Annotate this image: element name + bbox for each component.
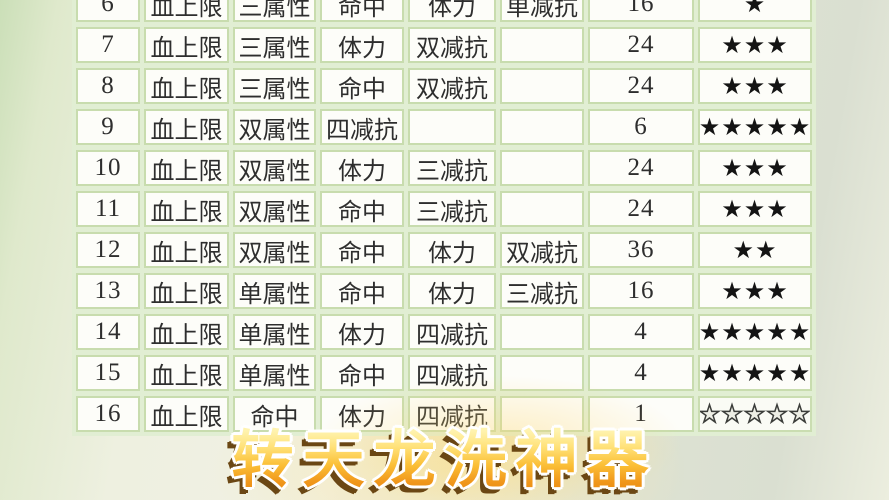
attribute-cell: 命中 xyxy=(320,191,404,227)
count-cell: 4 xyxy=(588,355,694,391)
attribute-cell xyxy=(500,150,584,186)
attribute-cell: 命中 xyxy=(233,396,316,432)
attribute-cell xyxy=(500,109,584,145)
attribute-cell: 命中 xyxy=(320,232,404,268)
table-grid: 6 血上限 三属性 命中 体力 单减抗 16 ★ 7 血上限 三属性 体力 双减抗 24 ★★★ 8 血上限 三属… xyxy=(76,0,812,432)
attribute-cell: 四减抗 xyxy=(408,314,496,350)
attribute-cell: 命中 xyxy=(320,0,404,22)
attribute-cell: 双属性 xyxy=(233,191,316,227)
attribute-cell: 命中 xyxy=(320,273,404,309)
count-cell: 16 xyxy=(588,273,694,309)
attribute-cell: 双减抗 xyxy=(408,27,496,63)
attribute-cell: 血上限 xyxy=(144,150,229,186)
count-cell: 24 xyxy=(588,27,694,63)
star-rating-cell: ★ xyxy=(698,0,812,22)
attribute-cell: 三减抗 xyxy=(408,150,496,186)
attribute-cell xyxy=(500,396,584,432)
attribute-cell: 双属性 xyxy=(233,232,316,268)
row-number-cell: 6 xyxy=(76,0,140,22)
count-cell: 6 xyxy=(588,109,694,145)
count-cell: 24 xyxy=(588,191,694,227)
attribute-cell: 双减抗 xyxy=(408,68,496,104)
count-cell: 16 xyxy=(588,0,694,22)
attribute-cell: 血上限 xyxy=(144,273,229,309)
star-rating-cell: ★★★ xyxy=(698,68,812,104)
count-cell: 36 xyxy=(588,232,694,268)
star-rating-cell: ★★★ xyxy=(698,273,812,309)
attribute-cell: 血上限 xyxy=(144,68,229,104)
star-rating-cell: ★★ xyxy=(698,232,812,268)
row-number-cell: 15 xyxy=(76,355,140,391)
attribute-cell: 三属性 xyxy=(233,27,316,63)
attribute-cell: 体力 xyxy=(320,396,404,432)
attribute-cell: 单属性 xyxy=(233,273,316,309)
attribute-cell: 四减抗 xyxy=(408,396,496,432)
stats-table: 6 血上限 三属性 命中 体力 单减抗 16 ★ 7 血上限 三属性 体力 双减抗 24 ★★★ 8 血上限 三属… xyxy=(72,0,816,436)
row-number-cell: 7 xyxy=(76,27,140,63)
star-rating-cell: ★★★★★ xyxy=(698,314,812,350)
attribute-cell: 血上限 xyxy=(144,314,229,350)
row-number-cell: 14 xyxy=(76,314,140,350)
attribute-cell xyxy=(500,27,584,63)
attribute-cell: 血上限 xyxy=(144,191,229,227)
attribute-cell: 单减抗 xyxy=(500,0,584,22)
attribute-cell: 体力 xyxy=(320,27,404,63)
attribute-cell: 四减抗 xyxy=(320,109,404,145)
attribute-cell xyxy=(500,355,584,391)
attribute-cell: 血上限 xyxy=(144,232,229,268)
count-cell: 4 xyxy=(588,314,694,350)
row-number-cell: 10 xyxy=(76,150,140,186)
attribute-cell: 双属性 xyxy=(233,150,316,186)
row-number-cell: 11 xyxy=(76,191,140,227)
attribute-cell: 血上限 xyxy=(144,27,229,63)
row-number-cell: 16 xyxy=(76,396,140,432)
star-rating-cell: ★★★★★ xyxy=(698,396,812,432)
attribute-cell: 血上限 xyxy=(144,109,229,145)
attribute-cell: 双减抗 xyxy=(500,232,584,268)
attribute-cell: 血上限 xyxy=(144,396,229,432)
row-number-cell: 12 xyxy=(76,232,140,268)
star-rating-cell: ★★★ xyxy=(698,191,812,227)
attribute-cell: 体力 xyxy=(320,150,404,186)
star-rating-cell: ★★★★★ xyxy=(698,355,812,391)
row-number-cell: 8 xyxy=(76,68,140,104)
attribute-cell: 单属性 xyxy=(233,314,316,350)
attribute-cell: 体力 xyxy=(320,314,404,350)
star-rating-cell: ★★★ xyxy=(698,27,812,63)
attribute-cell: 三减抗 xyxy=(408,191,496,227)
attribute-cell: 命中 xyxy=(320,68,404,104)
attribute-cell xyxy=(500,68,584,104)
attribute-cell: 血上限 xyxy=(144,0,229,22)
attribute-cell: 双属性 xyxy=(233,109,316,145)
row-number-cell: 9 xyxy=(76,109,140,145)
row-number-cell: 13 xyxy=(76,273,140,309)
attribute-cell: 四减抗 xyxy=(408,355,496,391)
count-cell: 1 xyxy=(588,396,694,432)
attribute-cell: 命中 xyxy=(320,355,404,391)
attribute-cell: 体力 xyxy=(408,273,496,309)
attribute-cell xyxy=(500,191,584,227)
attribute-cell: 三减抗 xyxy=(500,273,584,309)
count-cell: 24 xyxy=(588,150,694,186)
attribute-cell: 三属性 xyxy=(233,68,316,104)
attribute-cell: 三属性 xyxy=(233,0,316,22)
attribute-cell xyxy=(408,109,496,145)
star-rating-cell: ★★★ xyxy=(698,150,812,186)
count-cell: 24 xyxy=(588,68,694,104)
attribute-cell: 单属性 xyxy=(233,355,316,391)
attribute-cell: 血上限 xyxy=(144,355,229,391)
attribute-cell: 体力 xyxy=(408,232,496,268)
attribute-cell: 体力 xyxy=(408,0,496,22)
star-rating-cell: ★★★★★ xyxy=(698,109,812,145)
attribute-cell xyxy=(500,314,584,350)
